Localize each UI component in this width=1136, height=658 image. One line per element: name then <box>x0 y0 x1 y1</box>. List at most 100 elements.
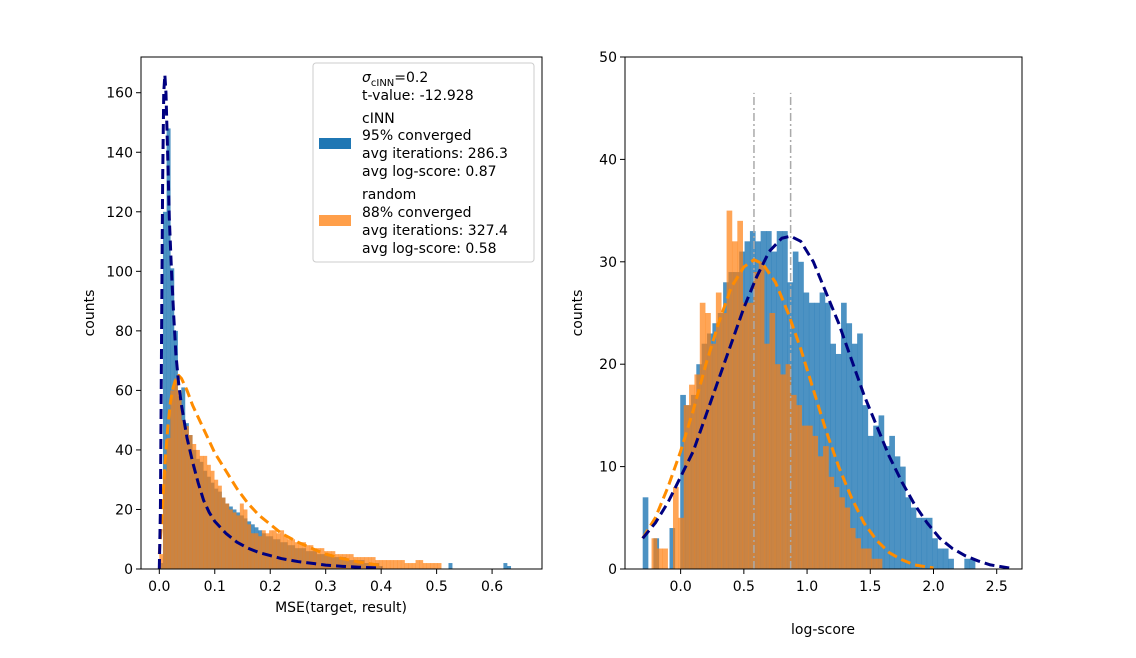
bar-cinn-log-score <box>867 435 874 569</box>
bar-cinn-log-score <box>841 302 847 569</box>
bar-random-log-score <box>844 507 851 569</box>
bar-random-log-score <box>833 487 840 569</box>
bar-random-mse <box>269 530 274 569</box>
y-tick-label: 0 <box>124 562 133 578</box>
bar-random-mse <box>404 563 409 569</box>
bar-cinn-log-score <box>862 405 869 569</box>
bar-cinn-log-score <box>894 456 901 569</box>
legend-swatch-random <box>319 215 351 226</box>
x-tick-label: 0.2 <box>259 579 281 595</box>
legend-sigma-value: =0.2 <box>394 70 428 86</box>
bar-random-log-score <box>801 425 808 569</box>
bar-random-log-score <box>828 476 835 569</box>
bar-random-mse <box>364 557 369 569</box>
x-tick-label: 2.0 <box>922 579 944 595</box>
bar-random-mse <box>287 539 292 569</box>
x-tick-label: 1.0 <box>796 579 818 595</box>
bar-cinn-mse <box>448 563 453 569</box>
bar-random-mse <box>305 545 310 569</box>
bar-random-mse <box>345 554 350 569</box>
bar-random-log-score <box>710 343 717 569</box>
bar-random-log-score <box>705 313 711 569</box>
bar-random-mse <box>386 560 391 569</box>
bar-random-log-score <box>683 405 690 569</box>
bar-random-log-score <box>672 487 679 569</box>
bar-random-mse <box>419 560 424 569</box>
bar-random-log-score <box>764 343 770 569</box>
y-tick-label: 80 <box>115 324 133 340</box>
bar-random-mse <box>382 560 387 569</box>
bar-random-mse <box>378 560 383 569</box>
bar-cinn-log-score <box>669 528 676 569</box>
bar-random-mse <box>298 542 303 569</box>
bar-random-mse <box>228 509 233 569</box>
bar-random-mse <box>400 560 405 569</box>
bar-cinn-log-score <box>680 394 686 569</box>
bar-random-mse <box>415 560 420 569</box>
legend-tvalue: t-value: -12.928 <box>362 88 474 104</box>
bar-random-mse <box>397 560 402 569</box>
y-tick-label: 40 <box>115 443 133 459</box>
bar-random-mse <box>338 554 343 569</box>
fit-curve-random-fit-mse <box>157 374 382 567</box>
bar-cinn-log-score <box>857 333 863 569</box>
bar-random-mse <box>324 551 328 569</box>
bar-cinn-log-score <box>878 415 885 569</box>
bar-random-mse <box>335 554 339 569</box>
y-ticks-log-score: 0 10 20 30 40 50 <box>599 50 625 578</box>
bar-random-log-score <box>785 364 792 569</box>
y-ticks-mse: 0 20 40 60 80 100 120 140 160 <box>106 86 141 578</box>
bar-random-mse <box>294 542 299 569</box>
bar-random-log-score <box>790 394 797 569</box>
bar-random-log-score <box>715 292 722 569</box>
bar-random-log-score <box>753 272 760 569</box>
bar-cinn-log-score <box>900 466 906 569</box>
y-tick-label: 30 <box>599 255 617 271</box>
x-tick-label: 0.1 <box>204 579 226 595</box>
bar-random-mse <box>232 512 237 569</box>
bar-random-log-score <box>748 302 754 569</box>
bar-random-mse <box>221 497 226 569</box>
bar-random-mse <box>408 563 413 569</box>
legend-random-line-4: avg log-score: 0.58 <box>362 241 497 257</box>
bar-random-mse <box>331 551 336 569</box>
bar-cinn-log-score <box>932 538 938 569</box>
legend-sigma-symbol: σ <box>362 70 372 86</box>
x-tick-label: 0.6 <box>481 579 503 595</box>
bar-random-mse <box>166 438 171 569</box>
bar-random-mse <box>342 554 347 569</box>
y-tick-label: 140 <box>106 145 133 161</box>
y-axis-label-mse: counts <box>82 290 98 337</box>
x-tick-label: 0.0 <box>669 579 691 595</box>
fit-curves-log-score <box>641 234 1010 570</box>
x-axis-label-log-score: log-score <box>791 622 855 638</box>
bar-random-log-score <box>662 548 668 569</box>
bar-random-log-score <box>796 405 802 569</box>
legend-random-line-2: 88% converged <box>362 205 472 221</box>
bar-random-mse <box>184 426 189 569</box>
bar-random-log-score <box>780 374 786 569</box>
y-tick-label: 0 <box>608 562 617 578</box>
legend-cinn-line-3: avg iterations: 286.3 <box>362 146 508 162</box>
fit-curve-random-fit-log-score <box>641 258 934 570</box>
bar-random-mse <box>389 560 394 569</box>
x-tick-label: 0.4 <box>370 579 392 595</box>
bar-random-mse <box>276 533 281 569</box>
bar-cinn-mse <box>162 211 167 570</box>
bar-random-mse <box>159 554 164 569</box>
panel-mse: 0.0 0.1 0.2 0.3 0.4 0.5 0.6 0 20 40 60 80 100 120 140… <box>82 56 543 616</box>
bar-random-mse <box>206 464 211 569</box>
bar-cinn-log-score <box>948 558 954 569</box>
bar-random-mse <box>258 536 263 569</box>
bar-random-mse <box>177 390 182 569</box>
bar-random-log-score <box>839 497 845 569</box>
y-tick-label: 40 <box>599 152 617 168</box>
x-axis-label-mse: MSE(target, result) <box>275 600 407 616</box>
bar-random-log-score <box>807 425 813 569</box>
legend-random-line-1: random <box>362 187 416 203</box>
bar-random-log-score <box>758 261 765 569</box>
y-tick-label: 20 <box>115 502 133 518</box>
bar-random-mse <box>433 563 438 569</box>
bar-random-mse <box>265 533 270 569</box>
